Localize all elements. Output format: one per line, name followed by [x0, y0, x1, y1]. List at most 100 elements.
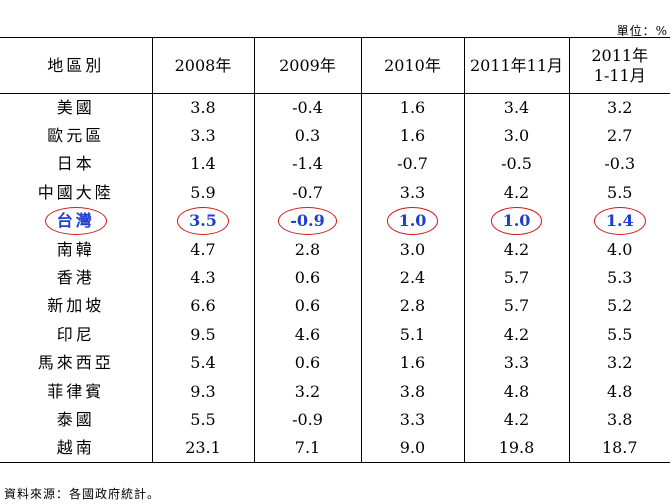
table-row: 中國大陸 5.9 -0.7 3.3 4.2 5.5: [0, 178, 670, 208]
value-cell: 2.7: [568, 121, 670, 151]
value-cell: 3.2: [253, 377, 361, 406]
value: 1.0: [502, 211, 531, 231]
value-cell: -0.5: [463, 150, 569, 179]
value-cell: 1.6: [360, 121, 464, 151]
value-cell: 9.5: [151, 320, 254, 350]
value-cell: 5.1: [360, 320, 464, 350]
region-name: 南韓: [56, 239, 95, 259]
value-cell: 1.6: [360, 349, 464, 378]
table-row: 歐元區 3.3 0.3 1.6 3.0 2.7: [0, 121, 670, 151]
value-cell-highlighted: 1.0: [360, 207, 464, 236]
value-cell: 9.3: [151, 377, 254, 406]
header-2011-nov: 2011年11月: [463, 37, 569, 94]
header-2010: 2010年: [360, 37, 464, 94]
header-2011-jan-nov: 2011年 1-11月: [568, 37, 670, 94]
value-cell: 3.2: [568, 93, 670, 122]
value-cell: 0.6: [253, 263, 361, 293]
value-cell: -0.7: [360, 150, 464, 179]
highlight-oval-wrap: 1.0: [490, 207, 543, 236]
value-cell: 9.0: [360, 434, 464, 464]
value-cell: 3.8: [360, 377, 464, 406]
table-row-highlighted: 台灣 3.5 -0.9 1.0 1.0 1.4: [0, 207, 670, 236]
value-cell: 4.2: [463, 235, 569, 264]
value-cell: 0.3: [253, 121, 361, 151]
value-cell: 3.3: [463, 349, 569, 378]
value-cell: 5.2: [568, 292, 670, 321]
table-row: 新加坡 6.6 0.6 2.8 5.7 5.2: [0, 292, 670, 321]
value-cell: 5.9: [151, 178, 254, 208]
inflation-table: 地區別 2008年 2009年 2010年 2011年11月 2011年 1-1…: [0, 37, 670, 464]
region-name: 香港: [56, 268, 95, 288]
value-cell: -0.7: [253, 178, 361, 208]
value-cell: 3.3: [151, 121, 254, 151]
value-cell: 4.8: [568, 377, 670, 406]
value-cell-highlighted: 3.5: [151, 207, 254, 236]
region-name: 馬來西亞: [37, 353, 114, 373]
value-cell: 4.2: [463, 405, 569, 435]
source-note: 資料來源：各國政府統計。: [4, 487, 161, 501]
value-cell: 3.2: [568, 349, 670, 378]
value-cell: 3.3: [360, 178, 464, 208]
value-cell: 2.8: [253, 235, 361, 264]
highlight-oval-wrap: 1.0: [386, 207, 439, 236]
table-row: 菲律賓 9.3 3.2 3.8 4.8 4.8: [0, 377, 670, 406]
highlight-oval-wrap: 3.5: [177, 207, 229, 236]
region-name: 歐元區: [47, 126, 105, 146]
value-cell: 5.7: [463, 292, 569, 321]
highlight-oval-wrap: -0.9: [278, 207, 337, 236]
value-cell: 5.5: [568, 320, 670, 350]
value: 1.0: [398, 211, 427, 231]
header-row: 地區別 2008年 2009年 2010年 2011年11月 2011年 1-1…: [0, 37, 670, 94]
value-cell: 1.6: [360, 93, 464, 122]
highlight-oval-wrap: 台灣: [44, 207, 107, 236]
region-name: 台灣: [56, 211, 95, 231]
value-cell-highlighted: -0.9: [253, 207, 361, 236]
header-2008: 2008年: [151, 37, 254, 94]
value-cell: 5.3: [568, 263, 670, 293]
value-cell: 5.4: [151, 349, 254, 378]
value-cell: 4.2: [463, 320, 569, 350]
header-region: 地區別: [0, 37, 152, 94]
value-cell: 0.6: [253, 292, 361, 321]
value-cell: 4.7: [151, 235, 254, 264]
table-row: 泰國 5.5 -0.9 3.3 4.2 3.8: [0, 405, 670, 435]
value-cell: 5.5: [151, 405, 254, 435]
value-cell: 5.7: [463, 263, 569, 293]
value-cell: -0.3: [568, 150, 670, 179]
value-cell: 4.3: [151, 263, 254, 293]
value-cell: 3.0: [463, 121, 569, 151]
region-name: 菲律賓: [47, 381, 105, 401]
region-cell-highlighted: 台灣: [0, 207, 152, 236]
header-2011-year: 2011年: [591, 45, 649, 65]
value: -0.9: [290, 211, 325, 231]
value-cell: 19.8: [463, 434, 569, 464]
value-cell: 18.7: [568, 434, 670, 464]
table-row: 日本 1.4 -1.4 -0.7 -0.5 -0.3: [0, 150, 670, 179]
region-name: 印尼: [56, 324, 95, 344]
value-cell: 4.8: [463, 377, 569, 406]
table-row: 越南 23.1 7.1 9.0 19.8 18.7: [0, 434, 670, 464]
region-name: 中國大陸: [37, 182, 114, 202]
value-cell: 3.8: [151, 93, 254, 122]
value-cell: -0.9: [253, 405, 361, 435]
region-name: 日本: [56, 154, 95, 174]
value-cell: 4.6: [253, 320, 361, 350]
value-cell: -0.4: [253, 93, 361, 122]
value-cell: 0.6: [253, 349, 361, 378]
header-2009: 2009年: [253, 37, 361, 94]
value-cell: 3.0: [360, 235, 464, 264]
table-row: 南韓 4.7 2.8 3.0 4.2 4.0: [0, 235, 670, 264]
value-cell: 23.1: [151, 434, 254, 464]
unit-label: 單位：%: [616, 24, 668, 38]
table-row: 香港 4.3 0.6 2.4 5.7 5.3: [0, 263, 670, 293]
region-name: 新加坡: [47, 296, 105, 316]
value-cell: 2.8: [360, 292, 464, 321]
value-cell: 4.2: [463, 178, 569, 208]
highlight-oval-wrap: 1.4: [593, 207, 646, 236]
value: 1.4: [605, 211, 634, 231]
value-cell: 4.0: [568, 235, 670, 264]
value-cell: 2.4: [360, 263, 464, 293]
value-cell: -1.4: [253, 150, 361, 179]
value-cell: 3.8: [568, 405, 670, 435]
table-row: 印尼 9.5 4.6 5.1 4.2 5.5: [0, 320, 670, 350]
